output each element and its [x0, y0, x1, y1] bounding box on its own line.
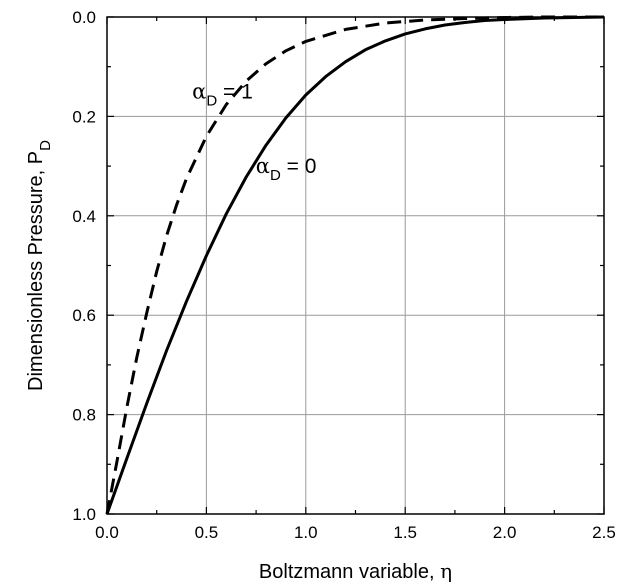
x-tick-label: 2.0	[493, 523, 517, 542]
y-axis-label: Dimensionless Pressure, PD	[25, 140, 54, 391]
x-tick-label: 1.5	[393, 523, 417, 542]
x-tick-label: 2.5	[592, 523, 616, 542]
curves	[105, 15, 605, 515]
x-tick-label: 1.0	[294, 523, 318, 542]
grid	[107, 17, 604, 514]
y-tick-label: 1.0	[72, 505, 96, 524]
y-tick-label: 0.4	[72, 207, 96, 226]
annotations: αD = 1 αD = 0	[192, 80, 316, 185]
y-tick-label: 0.8	[72, 406, 96, 425]
y-tick-label: 0.6	[72, 306, 96, 325]
series-annotation-1: αD = 0	[256, 154, 317, 184]
plot-frame	[106, 16, 605, 515]
y-tick-label: 0.0	[72, 8, 96, 27]
x-tick-label: 0.5	[195, 523, 219, 542]
y-tick-labels: 0.0 0.2 0.4 0.6 0.8 1.0	[72, 8, 96, 524]
series-annotation-0: αD = 1	[192, 80, 253, 110]
svg-text:Dimensionless Pressure, PD: Dimensionless Pressure, PD	[25, 140, 54, 391]
y-tick-label: 0.2	[72, 107, 96, 126]
x-tick-label: 0.0	[95, 523, 119, 542]
tick-marks	[106, 16, 605, 515]
x-tick-labels: 0.0 0.5 1.0 1.5 2.0 2.5	[95, 523, 616, 542]
series-line-alpha-1	[105, 15, 604, 515]
series-line-alpha-0	[105, 15, 605, 515]
x-axis-label: Boltzmann variable, η	[259, 559, 452, 583]
